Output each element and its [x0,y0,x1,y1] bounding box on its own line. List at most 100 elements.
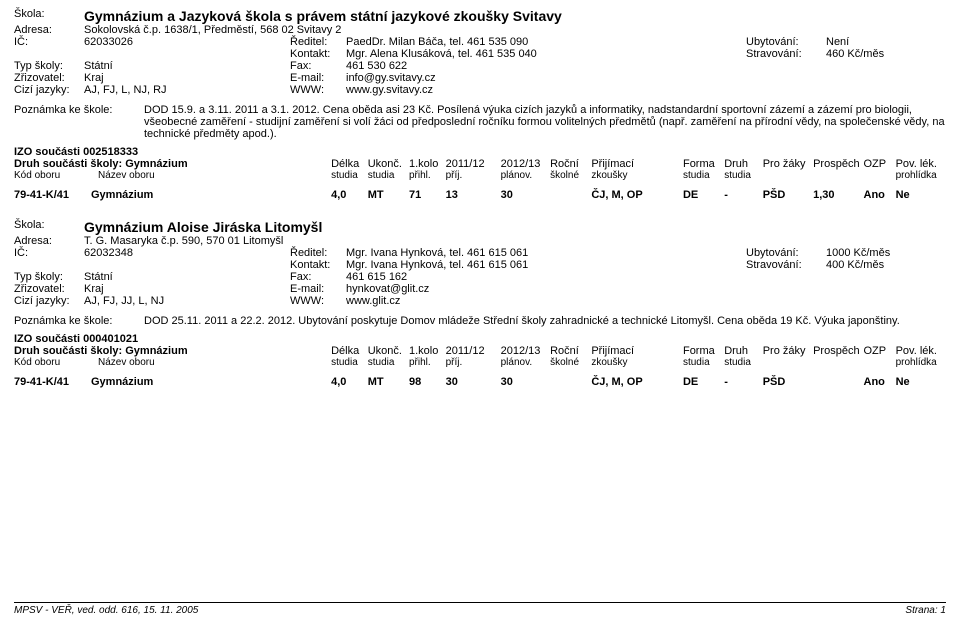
label-type: Typ školy: [14,271,84,283]
th-prij: Přijímací [591,158,683,170]
label-contact: Kontakt: [290,48,346,60]
footer-left: MPSV - VEŘ, ved. odd. 616, 15. 11. 2005 [14,605,198,616]
th-povl: Pov. lék. [896,158,946,170]
cell-kolo1: 98 [409,376,446,388]
th-nazev: Název oboru [98,170,331,181]
cell-rocni [550,376,591,388]
school-founder: Kraj [84,72,104,84]
label-www: WWW: [290,84,346,96]
th-forma: Forma [683,158,724,170]
school-ic: 62033026 [84,36,133,48]
th-kolo1: 1.kolo [409,345,446,357]
label-accommodation: Ubytování: [746,247,826,259]
cell-kod: 79-41-K/41 [14,189,91,201]
th-prosp: Prospěch [813,158,863,170]
school-fax: 461 615 162 [346,271,946,283]
school-fax: 461 530 622 [346,60,946,72]
cell-kolo2: 13 [446,189,501,201]
cell-plan: 30 [501,376,550,388]
school-www: www.gy.svitavy.cz [346,84,946,96]
cell-druhst: - [724,189,762,201]
school-accommodation: Není [826,36,946,48]
th-prosp: Prospěch [813,345,863,357]
cell-plan: 30 [501,189,550,201]
cell-povl: Ne [896,376,946,388]
school-accommodation: 1000 Kč/měs [826,247,946,259]
cell-delka: 4,0 [331,376,368,388]
th-prij: Přijímací [591,345,683,357]
school-languages: AJ, FJ, L, NJ, RJ [84,84,167,96]
label-email: E-mail: [290,283,346,295]
th-kod: Kód oboru [14,357,98,368]
footer-right: Strana: 1 [905,605,946,616]
label-fax: Fax: [290,60,346,72]
th-ozp: OZP [864,345,896,357]
label-note: Poznámka ke škole: [14,104,144,140]
label-school: Škola: [14,219,84,235]
cell-forma: DE [683,376,724,388]
label-catering: Stravování: [746,48,826,60]
cell-druhst: - [724,376,762,388]
izo-code: IZO součásti 000401021 [14,333,946,345]
th-delka: Délka [331,345,368,357]
th-ukonc: Ukonč. [368,345,409,357]
label-note: Poznámka ke škole: [14,315,144,327]
cell-povl: Ne [896,189,946,201]
label-ic: IČ: [14,247,84,259]
school-name: Gymnázium a Jazyková škola s právem stát… [84,8,562,24]
label-school: Škola: [14,8,84,24]
school-type: Státní [84,271,113,283]
cell-kolo1: 71 [409,189,446,201]
th-forma: Forma [683,345,724,357]
cell-ozp: Ano [864,376,896,388]
th-ozp: OZP [864,158,896,170]
school-email: info@gy.svitavy.cz [346,72,946,84]
school-type: Státní [84,60,113,72]
label-email: E-mail: [290,72,346,84]
cell-nazev: Gymnázium [91,376,331,388]
th-kolo2: 2011/12 [446,158,501,170]
cell-prij: ČJ, M, OP [591,189,683,201]
label-contact: Kontakt: [290,259,346,271]
school-director: PaedDr. Milan Báča, tel. 461 535 090 [346,36,746,48]
table-row: 79-41-K/41 Gymnázium 4,0 MT 98 30 30 ČJ,… [14,376,946,388]
school-ic: 62032348 [84,247,133,259]
label-languages: Cizí jazyky: [14,84,84,96]
th-kod: Kód oboru [14,170,98,181]
th-prozaky: Pro žáky [763,158,813,170]
table-row: 79-41-K/41 Gymnázium 4,0 MT 71 13 30 ČJ,… [14,189,946,201]
cell-kolo2: 30 [446,376,501,388]
cell-ukonc: MT [368,376,409,388]
th-druhst: Druh [724,345,762,357]
label-accommodation: Ubytování: [746,36,826,48]
school-address: T. G. Masaryka č.p. 590, 570 01 Litomyšl [84,235,283,247]
cell-prosp: 1,30 [813,189,863,201]
th-nazev: Název oboru [98,357,331,368]
cell-delka: 4,0 [331,189,368,201]
label-www: WWW: [290,295,346,307]
school-part-type: Druh součásti školy: Gymnázium [14,158,331,170]
cell-forma: DE [683,189,724,201]
cell-ozp: Ano [864,189,896,201]
label-catering: Stravování: [746,259,826,271]
th-kolo1: 1.kolo [409,158,446,170]
th-rocni: Roční [550,345,591,357]
school-email: hynkovat@glit.cz [346,283,946,295]
cell-prozaky: PŠD [763,189,813,201]
school-languages: AJ, FJ, JJ, L, NJ [84,295,164,307]
school-name: Gymnázium Aloise Jiráska Litomyšl [84,219,322,235]
label-address: Adresa: [14,24,84,36]
school-block: Škola: Gymnázium Aloise Jiráska Litomyšl… [14,219,946,388]
school-contact: Mgr. Alena Klusáková, tel. 461 535 040 [346,48,746,60]
th-plan: 2012/13 [501,345,550,357]
izo-code: IZO součásti 002518333 [14,146,946,158]
cell-kod: 79-41-K/41 [14,376,91,388]
th-delka: Délka [331,158,368,170]
school-catering: 460 Kč/měs [826,48,946,60]
label-founder: Zřizovatel: [14,72,84,84]
school-director: Mgr. Ivana Hynková, tel. 461 615 061 [346,247,746,259]
cell-prozaky: PŠD [763,376,813,388]
cell-prosp [813,376,863,388]
cell-rocni [550,189,591,201]
label-ic: IČ: [14,36,84,48]
